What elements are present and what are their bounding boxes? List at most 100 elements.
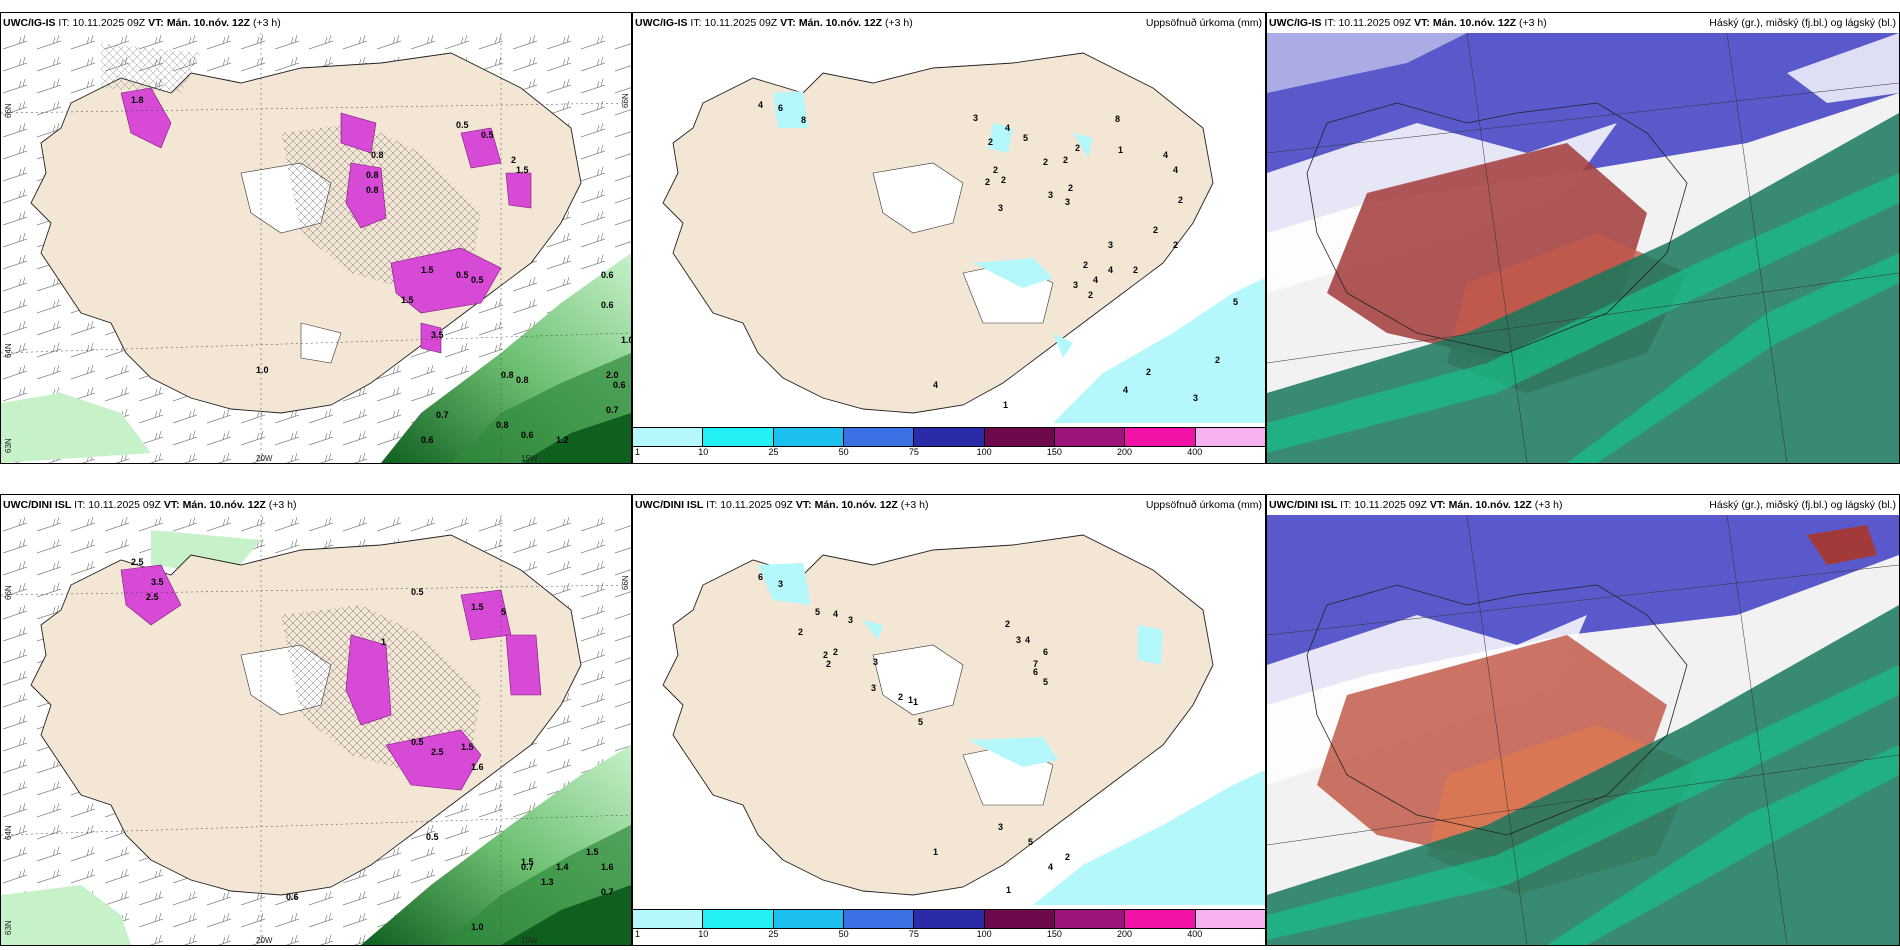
row2-precip-value-label-8: 2 — [826, 659, 831, 669]
row2-legend-swatch-2 — [773, 910, 844, 928]
row2-wind-lat-label-63: 63N — [4, 920, 13, 935]
row1-precip-value-label-14: 3 — [1065, 197, 1070, 207]
row2-wind-value-label-5: 1 — [381, 637, 386, 647]
row2-legend-tick-8: 400 — [1187, 929, 1203, 939]
row2-wind-header: UWC/DINI ISL IT: 10.11.2025 09Z VT: Mán.… — [3, 499, 297, 511]
row1-wind-value-label-0: 1.8 — [131, 95, 144, 105]
row1-wind-value-label-24: 2.0 — [606, 370, 619, 380]
row2-wind-value-label-11: 0.5 — [426, 832, 439, 842]
row1-legend-tick-4: 75 — [908, 447, 919, 457]
row2-wind-right-lat-label: 66N — [621, 575, 630, 590]
row2-cloud-header: UWC/DINI ISL IT: 10.11.2025 09Z VT: Mán.… — [1269, 499, 1563, 511]
row2-precip-value-label-11: 2 — [898, 692, 903, 702]
row2-wind-value-label-7: 0.5 — [411, 737, 424, 747]
row2-wind-value-label-12: 0.6 — [286, 892, 299, 902]
row2-legend-swatch-0 — [633, 910, 704, 928]
row2-legend-swatch-8 — [1195, 910, 1265, 928]
row1-wind-value-label-25: 0.6 — [613, 380, 626, 390]
row1-wind-right-lat-label: 66N — [621, 93, 630, 108]
row1-legend-swatch-2 — [773, 428, 844, 446]
row1-cloud-header: UWC/IG-IS IT: 10.11.2025 09Z VT: Mán. 10… — [1269, 17, 1547, 29]
row2-precip-value-label-21: 5 — [1043, 677, 1048, 687]
row1-precip-panel: UWC/IG-IS IT: 10.11.2025 09Z VT: Mán. 10… — [632, 12, 1266, 464]
row1-wind-value-label-4: 0.8 — [366, 170, 379, 180]
row1-precip-value-label-31: 5 — [1233, 297, 1238, 307]
row1-precip-value-label-0: 4 — [758, 100, 763, 110]
row2-precip-value-label-16: 3 — [1016, 635, 1021, 645]
row1-legend-tick-5: 100 — [976, 447, 992, 457]
row1-precip-value-label-10: 3 — [998, 203, 1003, 213]
row1-wind-value-label-5: 0.8 — [366, 185, 379, 195]
row2-cloud-map — [1267, 515, 1899, 945]
row2-precip-value-label-27: 1 — [1006, 885, 1011, 895]
row2-legend-tick-7: 200 — [1117, 929, 1133, 939]
row2-legend-swatch-6 — [1054, 910, 1126, 928]
row2-cloud-panel: UWC/DINI ISL IT: 10.11.2025 09Z VT: Mán.… — [1266, 494, 1900, 946]
row2-wind-value-label-13: 1.5 — [521, 857, 534, 867]
row2-precip-value-label-23: 3 — [998, 822, 1003, 832]
row2-wind-value-label-3: 0.5 — [411, 587, 424, 597]
row2-precip-value-label-13: 1 — [913, 697, 918, 707]
row2-legend-swatch-1 — [703, 910, 774, 928]
row2-legend-swatch-4 — [914, 910, 985, 928]
row2-wind-value-label-20: 1.6 — [601, 862, 614, 872]
row2-wind-value-label-0: 2.5 — [131, 557, 144, 567]
row2-precip-value-label-6: 2 — [823, 650, 828, 660]
row1-legend-tick-8: 400 — [1187, 447, 1203, 457]
row1-precip-value-label-33: 2 — [1146, 367, 1151, 377]
row2-precip-value-label-26: 4 — [1048, 862, 1053, 872]
row2-wind-value-label-1: 3.5 — [151, 577, 164, 587]
row2-wind-value-label-15: 1.5 — [586, 847, 599, 857]
row2-legend-swatch-5 — [984, 910, 1055, 928]
row1-precip-value-label-20: 4 — [1173, 165, 1178, 175]
wind-precip-green-sw — [1, 393, 151, 463]
row1-legend-swatch-1 — [703, 428, 774, 446]
row1-legend-swatch-8 — [1195, 428, 1265, 446]
row1-wind-value-label-6: 2 — [511, 155, 516, 165]
row1-wind-value-label-26: 0.8 — [496, 420, 509, 430]
row1-precip-value-label-3: 3 — [973, 113, 978, 123]
row1-precip-value-label-28: 3 — [1073, 280, 1078, 290]
row1-precip-value-label-35: 3 — [1193, 393, 1198, 403]
row1-precip-value-label-32: 2 — [1215, 355, 1220, 365]
row1-precip-value-label-4: 2 — [988, 137, 993, 147]
row1-legend-tick-2: 25 — [768, 447, 779, 457]
row2-precip-value-label-10: 3 — [871, 683, 876, 693]
row2-precip-value-label-2: 5 — [815, 607, 820, 617]
row1-wind-panel: UWC/IG-IS IT: 10.11.2025 09Z VT: Mán. 10… — [0, 12, 632, 464]
row1-wind-value-label-9: 1.5 — [421, 265, 434, 275]
row2-wind-lon-label-15w: 15W — [521, 936, 538, 945]
row1-wind-value-label-13: 1.0 — [256, 365, 269, 375]
row2-precip-title: Uppsöfnuð úrkoma (mm) — [1145, 499, 1262, 511]
row2-precip-value-label-4: 3 — [848, 615, 853, 625]
row1-precip-value-label-8: 2 — [985, 177, 990, 187]
row1-wind-value-label-8: 0.5 — [471, 275, 484, 285]
row1-precip-value-label-23: 2 — [1173, 240, 1178, 250]
row2-wind-value-label-19: 1.4 — [556, 862, 569, 872]
row1-legend-tick-1: 10 — [698, 447, 709, 457]
row1-wind-value-label-12: 3.5 — [431, 330, 444, 340]
row1-wind-header: UWC/IG-IS IT: 10.11.2025 09Z VT: Mán. 10… — [3, 17, 281, 29]
row1-wind-value-label-23: 0.7 — [606, 405, 619, 415]
row2-wind-value-label-9: 1.5 — [461, 742, 474, 752]
row1-wind-value-label-21: 1.2 — [556, 435, 569, 445]
row2-wind-value-label-16: 0.7 — [601, 887, 614, 897]
row2-legend-swatch-7 — [1125, 910, 1196, 928]
row2-precip-value-label-22: 1 — [933, 847, 938, 857]
row1-cloud-panel: UWC/IG-IS IT: 10.11.2025 09Z VT: Mán. 10… — [1266, 12, 1900, 464]
row1-precip-value-label-1: 6 — [778, 103, 783, 113]
row2-legend-tick-0: 1 — [635, 929, 641, 939]
row1-precip-value-label-7: 2 — [993, 165, 998, 175]
row2-legend-swatch-3 — [843, 910, 915, 928]
row2-precip-value-label-18: 6 — [1043, 647, 1048, 657]
row1-precip-value-label-19: 4 — [1163, 150, 1168, 160]
row2-wind-value-label-17: 1.0 — [471, 922, 484, 932]
row1-precip-value-label-15: 2 — [1068, 183, 1073, 193]
row1-legend-tick-3: 50 — [838, 447, 849, 457]
row2-precip-value-label-24: 5 — [1028, 837, 1033, 847]
row2-precip-value-label-1: 3 — [778, 579, 783, 589]
